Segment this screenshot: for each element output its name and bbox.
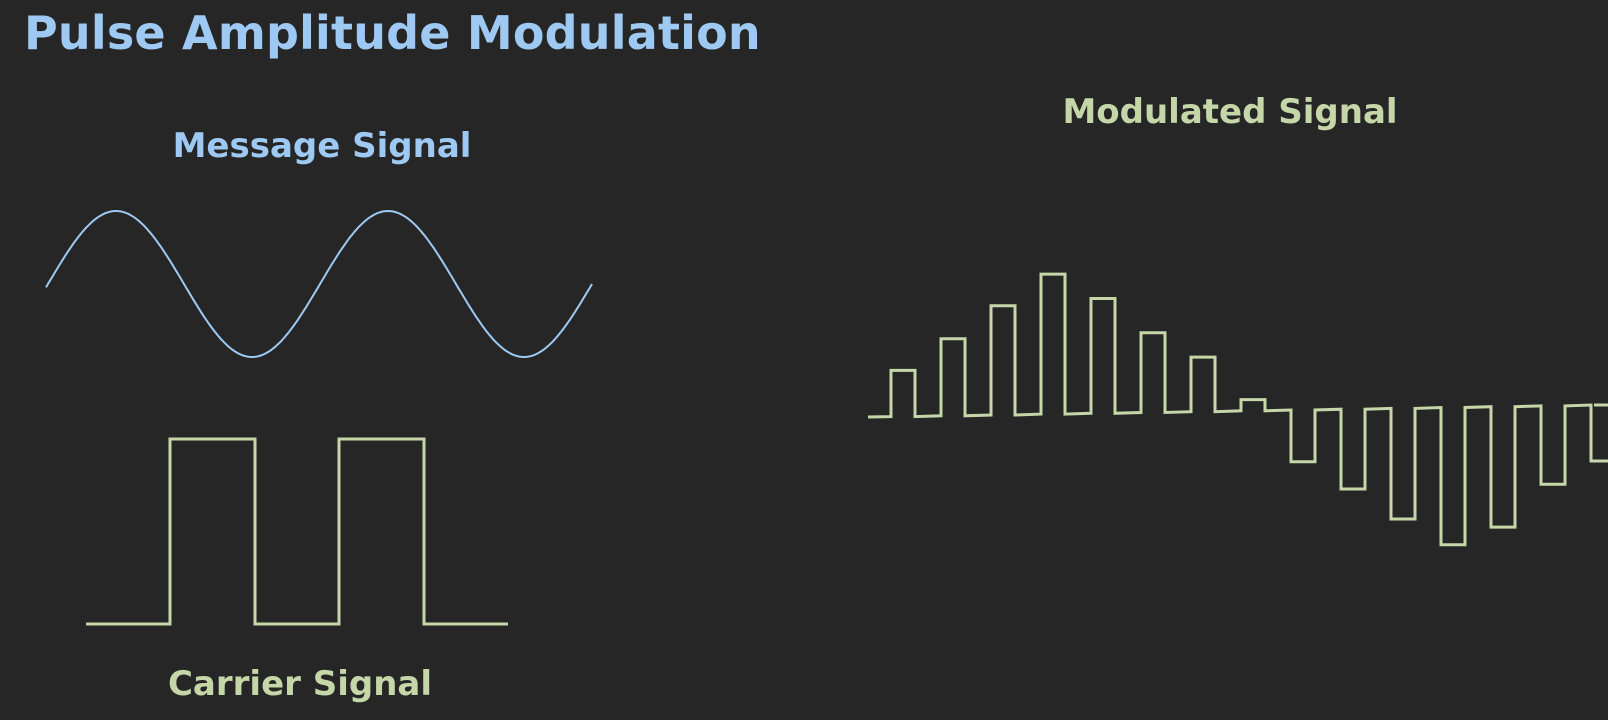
modulated-signal-wave: [867, 272, 1608, 547]
carrier-signal-wave: [86, 437, 508, 626]
message-signal-label: Message Signal: [172, 126, 472, 166]
carrier-signal-label: Carrier Signal: [167, 664, 433, 704]
modulated-signal-label: Modulated Signal: [1062, 92, 1398, 132]
page-title: Pulse Amplitude Modulation: [24, 6, 761, 60]
message-signal-wave: [45, 209, 593, 358]
